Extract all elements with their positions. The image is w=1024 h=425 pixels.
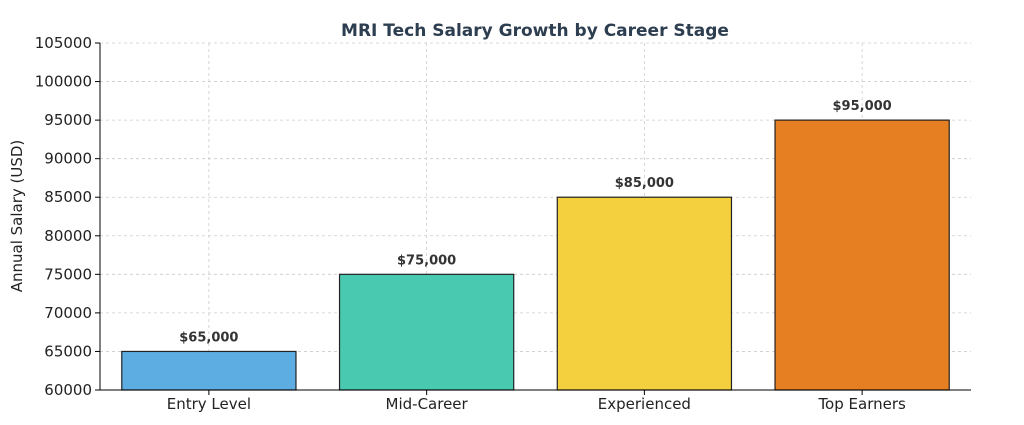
x-tick-label: Experienced	[598, 395, 691, 413]
bar-value-label: $75,000	[397, 253, 456, 268]
bar-mid-career	[338, 273, 515, 391]
y-tick-label: 90000	[44, 150, 92, 168]
y-tick-label: 70000	[44, 304, 92, 322]
labels-layer: 60000 65000 70000 75000 80000 85000 90000 95000…	[35, 34, 906, 413]
bar-experienced	[556, 196, 733, 391]
bar-entry-level	[121, 350, 297, 391]
bar-top-earners	[774, 119, 950, 391]
y-tick-label: 65000	[44, 342, 92, 360]
x-tick-label: Mid-Career	[386, 395, 469, 413]
bars-layer	[121, 119, 950, 391]
y-tick-label: 60000	[44, 381, 92, 399]
bar-value-label: $95,000	[833, 99, 892, 114]
y-tick-label: 95000	[44, 111, 92, 129]
x-tick-label: Entry Level	[167, 395, 251, 413]
y-tick-label: 80000	[44, 227, 92, 245]
y-axis-label: Annual Salary (USD)	[8, 140, 26, 293]
bar-value-label: $85,000	[615, 176, 674, 191]
axes-layer	[95, 42, 971, 395]
bar-value-label: $65,000	[179, 330, 238, 345]
y-tick-label: 105000	[35, 34, 92, 52]
x-tick-label: Top Earners	[817, 395, 906, 413]
y-tick-label: 100000	[35, 73, 92, 91]
chart-title: MRI Tech Salary Growth by Career Stage	[341, 21, 729, 41]
y-tick-label: 75000	[44, 265, 92, 283]
y-tick-label: 85000	[44, 188, 92, 206]
